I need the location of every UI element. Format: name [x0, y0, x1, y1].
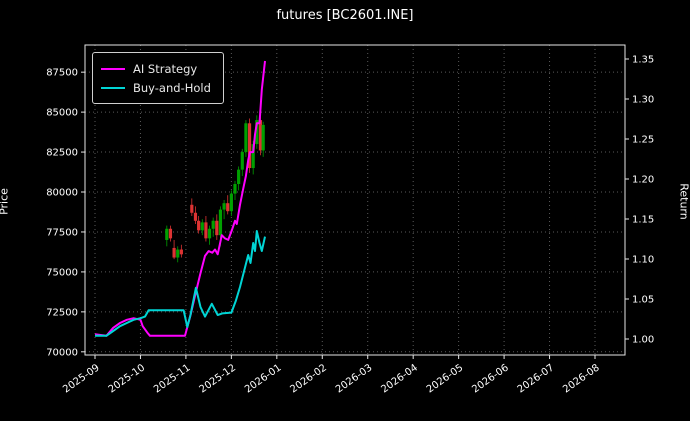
svg-text:1.30: 1.30 — [632, 95, 654, 106]
svg-text:2026-02: 2026-02 — [288, 362, 329, 395]
svg-text:75000: 75000 — [46, 267, 78, 278]
svg-text:2026-06: 2026-06 — [470, 362, 511, 395]
svg-text:77500: 77500 — [46, 227, 78, 238]
svg-text:87500: 87500 — [46, 68, 78, 79]
legend-item-buy-and-hold: Buy-and-Hold — [101, 78, 211, 97]
svg-text:2026-01: 2026-01 — [243, 362, 284, 395]
svg-text:2025-11: 2025-11 — [152, 362, 193, 395]
legend-item-ai-strategy: AI Strategy — [101, 59, 211, 78]
legend-label-ai-strategy: AI Strategy — [133, 61, 198, 76]
svg-text:2026-04: 2026-04 — [379, 362, 420, 395]
svg-text:72500: 72500 — [46, 307, 78, 318]
legend: AI Strategy Buy-and-Hold — [92, 52, 224, 104]
svg-text:2025-10: 2025-10 — [107, 362, 148, 395]
svg-text:1.20: 1.20 — [632, 175, 654, 186]
svg-text:2026-08: 2026-08 — [561, 362, 602, 395]
svg-text:1.00: 1.00 — [632, 335, 654, 346]
svg-text:2026-03: 2026-03 — [334, 362, 375, 395]
svg-text:2026-07: 2026-07 — [516, 362, 557, 395]
svg-text:1.25: 1.25 — [632, 135, 654, 146]
svg-text:80000: 80000 — [46, 188, 78, 199]
svg-text:1.10: 1.10 — [632, 255, 654, 266]
svg-text:82500: 82500 — [46, 148, 78, 159]
svg-text:85000: 85000 — [46, 108, 78, 119]
ai-strategy-line-swatch — [101, 67, 125, 70]
legend-label-buy-and-hold: Buy-and-Hold — [133, 80, 211, 95]
buy-and-hold-line-swatch — [101, 86, 125, 89]
left-axis-label: Price — [0, 188, 11, 215]
svg-text:2026-05: 2026-05 — [425, 362, 466, 395]
svg-text:1.35: 1.35 — [632, 55, 654, 66]
svg-text:70000: 70000 — [46, 347, 78, 358]
svg-text:2025-09: 2025-09 — [61, 362, 102, 395]
right-axis-label: Return — [677, 183, 690, 220]
chart-title: futures [BC2601.INE] — [276, 8, 414, 23]
svg-text:2025-12: 2025-12 — [198, 362, 239, 395]
svg-text:1.05: 1.05 — [632, 295, 654, 306]
svg-text:1.15: 1.15 — [632, 215, 654, 226]
